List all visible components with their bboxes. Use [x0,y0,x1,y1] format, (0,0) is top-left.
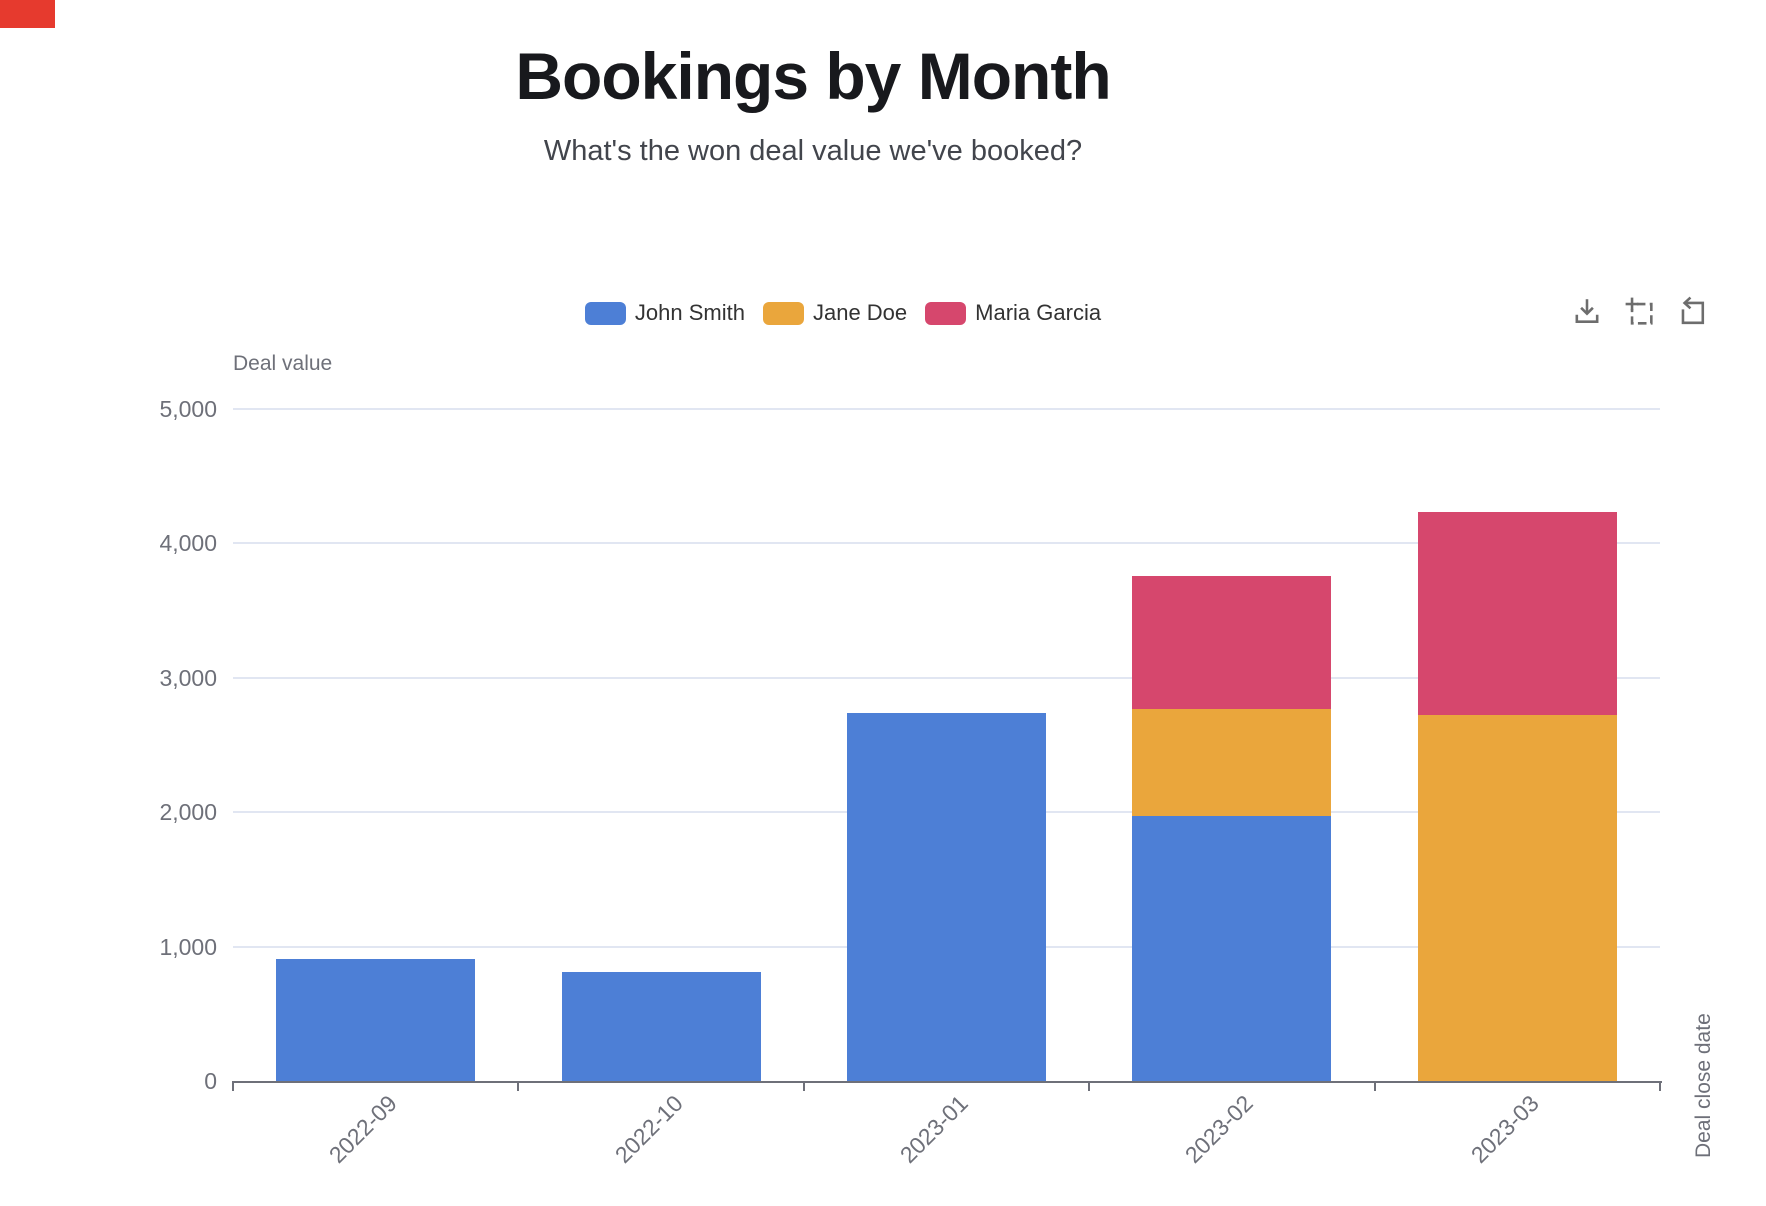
legend-swatch [584,301,626,325]
y-tick-label: 4,000 [159,530,217,557]
bar-segment-maria-garcia[interactable] [1417,512,1617,716]
x-axis-tick [1088,1083,1091,1091]
toolbox [1572,296,1706,326]
x-axis-tick [517,1083,520,1091]
legend: John Smith Jane Doe Maria Garcia [576,300,1110,326]
y-tick-label: 1,000 [159,933,217,960]
gridline [233,542,1660,545]
zoom-select-icon[interactable] [1624,296,1654,326]
x-tick-label: 2022-10 [609,1090,688,1169]
legend-label: Jane Doe [812,300,908,325]
bar-segment-john-smith[interactable] [561,972,761,1081]
x-tick-label: 2023-02 [1180,1090,1259,1169]
x-axis-tick [1659,1083,1661,1091]
y-tick-label: 2,000 [159,799,217,826]
y-axis-title: Deal value [233,352,333,375]
legend-item[interactable]: Jane Doe [762,300,908,326]
x-axis-title: Deal close date [1692,1013,1715,1158]
x-axis-tick [232,1083,234,1091]
gridline [233,676,1660,679]
chart-subtitle: What's the won deal value we've booked? [543,134,1083,167]
x-tick-label: 2023-01 [894,1090,973,1169]
bar-segment-maria-garcia[interactable] [1132,575,1332,709]
download-icon[interactable] [1572,296,1602,326]
restore-icon[interactable] [1676,296,1706,326]
bar-segment-john-smith[interactable] [847,712,1046,1081]
bar-segment-jane-doe[interactable] [1417,715,1617,1081]
y-tick-label: 5,000 [159,396,217,422]
y-tick-label: 0 [204,1068,217,1094]
bar-segment-john-smith[interactable] [276,958,476,1081]
legend-label: John Smith [634,300,745,325]
legend-label: Maria Garcia [975,300,1102,325]
screen-corner-marker [0,0,55,28]
x-axis-tick [802,1083,805,1091]
bar-segment-jane-doe[interactable] [1132,708,1332,817]
legend-swatch [925,301,967,325]
chart-title: Bookings by Month [515,39,1111,113]
legend-item[interactable]: Maria Garcia [925,300,1101,326]
x-tick-label: 2023-03 [1465,1090,1544,1169]
legend-item[interactable]: John Smith [584,300,745,326]
y-tick-label: 3,000 [159,664,217,691]
x-axis-tick [1373,1083,1376,1091]
bar-segment-john-smith[interactable] [1132,816,1332,1081]
gridline [233,408,1660,410]
legend-swatch [762,301,804,325]
x-axis-line [232,1081,1662,1083]
x-tick-label: 2022-09 [324,1090,403,1169]
